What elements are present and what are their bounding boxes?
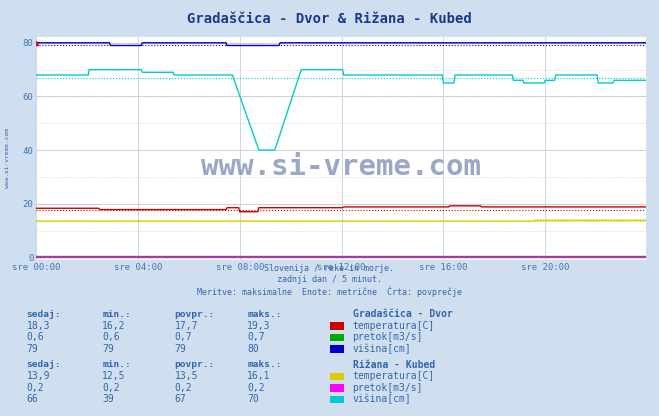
Text: 39: 39 bbox=[102, 394, 114, 404]
Text: 19,3: 19,3 bbox=[247, 321, 271, 331]
Text: 13,9: 13,9 bbox=[26, 371, 50, 381]
Text: 79: 79 bbox=[102, 344, 114, 354]
Text: povpr.:: povpr.: bbox=[175, 310, 215, 319]
Text: 70: 70 bbox=[247, 394, 259, 404]
Text: 0,2: 0,2 bbox=[247, 383, 265, 393]
Text: 13,5: 13,5 bbox=[175, 371, 198, 381]
Text: pretok[m3/s]: pretok[m3/s] bbox=[353, 332, 423, 342]
Text: 0,7: 0,7 bbox=[175, 332, 192, 342]
Text: 0,6: 0,6 bbox=[26, 332, 44, 342]
Text: min.:: min.: bbox=[102, 360, 131, 369]
Text: min.:: min.: bbox=[102, 310, 131, 319]
Text: 79: 79 bbox=[175, 344, 186, 354]
Text: www.si-vreme.com: www.si-vreme.com bbox=[201, 153, 481, 181]
Text: Slovenija / reke in morje.: Slovenija / reke in morje. bbox=[264, 264, 395, 273]
Text: sedaj:: sedaj: bbox=[26, 360, 61, 369]
Text: pretok[m3/s]: pretok[m3/s] bbox=[353, 383, 423, 393]
Text: Gradaščica - Dvor: Gradaščica - Dvor bbox=[353, 309, 453, 319]
Text: 79: 79 bbox=[26, 344, 38, 354]
Text: zadnji dan / 5 minut.: zadnji dan / 5 minut. bbox=[277, 275, 382, 285]
Text: www.si-vreme.com: www.si-vreme.com bbox=[5, 128, 11, 188]
Text: Gradaščica - Dvor & Rižana - Kubed: Gradaščica - Dvor & Rižana - Kubed bbox=[187, 12, 472, 26]
Text: temperatura[C]: temperatura[C] bbox=[353, 321, 435, 331]
Text: 12,5: 12,5 bbox=[102, 371, 126, 381]
Text: 0,2: 0,2 bbox=[175, 383, 192, 393]
Text: 0,2: 0,2 bbox=[102, 383, 120, 393]
Text: 0,6: 0,6 bbox=[102, 332, 120, 342]
Text: višina[cm]: višina[cm] bbox=[353, 394, 411, 404]
Text: 80: 80 bbox=[247, 344, 259, 354]
Text: sedaj:: sedaj: bbox=[26, 310, 61, 319]
Text: Meritve: maksimalne  Enote: metrične  Črta: povprečje: Meritve: maksimalne Enote: metrične Črta… bbox=[197, 286, 462, 297]
Text: 16,1: 16,1 bbox=[247, 371, 271, 381]
Text: 17,7: 17,7 bbox=[175, 321, 198, 331]
Text: 0,7: 0,7 bbox=[247, 332, 265, 342]
Text: maks.:: maks.: bbox=[247, 360, 281, 369]
Text: višina[cm]: višina[cm] bbox=[353, 344, 411, 354]
Text: 66: 66 bbox=[26, 394, 38, 404]
Text: 67: 67 bbox=[175, 394, 186, 404]
Text: temperatura[C]: temperatura[C] bbox=[353, 371, 435, 381]
Text: 18,3: 18,3 bbox=[26, 321, 50, 331]
Text: 16,2: 16,2 bbox=[102, 321, 126, 331]
Text: Rižana - Kubed: Rižana - Kubed bbox=[353, 359, 435, 369]
Text: 0,2: 0,2 bbox=[26, 383, 44, 393]
Text: maks.:: maks.: bbox=[247, 310, 281, 319]
Text: povpr.:: povpr.: bbox=[175, 360, 215, 369]
